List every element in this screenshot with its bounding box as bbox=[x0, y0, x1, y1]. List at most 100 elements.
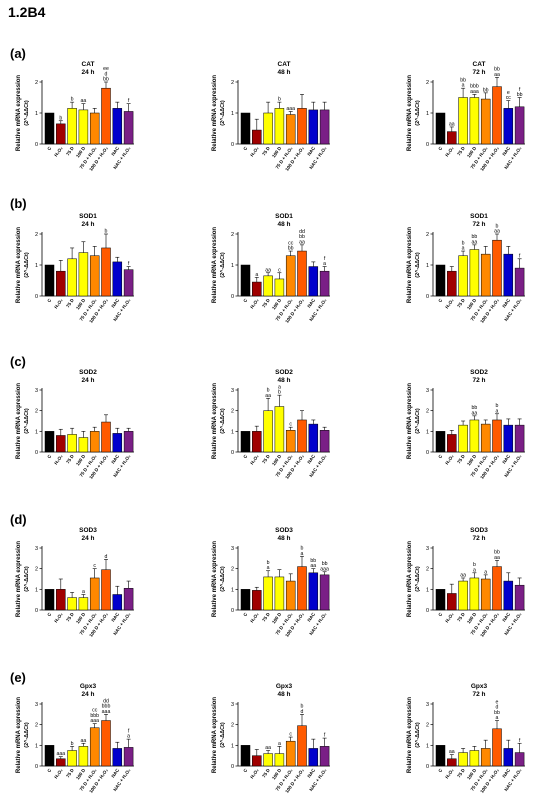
category-label-cat-72h-1: H₂O₂ bbox=[444, 146, 454, 158]
bar-sod2-24h-2 bbox=[67, 434, 77, 453]
bar-cat-24h-7 bbox=[123, 111, 134, 145]
sig-label-gpx3-24h-2: b bbox=[71, 741, 74, 747]
bar-sod2-48h-0 bbox=[240, 431, 251, 453]
category-label-cat-24h-0: C bbox=[46, 145, 52, 151]
sig-label-cat-72h-1: aa bbox=[449, 121, 455, 127]
sig-label-gpx3-72h-7: f bbox=[519, 738, 521, 744]
sig-label-sod2-72h-3: aa bbox=[472, 410, 478, 416]
ylabel-sod3-72h: Relative mRNA expression bbox=[407, 541, 413, 617]
sig-label-sod3-24h-4: c bbox=[93, 563, 96, 569]
bar-sod3-24h-0 bbox=[44, 589, 55, 611]
y-tick-label-sod2-24h: 3 bbox=[35, 388, 38, 394]
sig-label-cat-24h-7: f bbox=[128, 98, 130, 104]
y-tick-label-sod3-72h: 1 bbox=[426, 587, 429, 593]
sig-label-sod2-72h-5: b bbox=[496, 403, 499, 409]
bar-cat-48h-0 bbox=[240, 112, 251, 145]
category-label-sod1-48h-2: 75 D bbox=[261, 297, 271, 308]
bar-sod1-24h-2 bbox=[67, 258, 77, 297]
bar-sod3-72h-3 bbox=[469, 577, 480, 611]
bar-sod2-24h-5 bbox=[101, 421, 111, 453]
bar-gpx3-72h-4 bbox=[480, 748, 491, 767]
bar-sod1-72h-0 bbox=[435, 264, 446, 297]
sig-label-cat-48h-3: b bbox=[278, 97, 281, 103]
category-label-sod2-24h-2: 75 D bbox=[65, 453, 75, 464]
category-label-cat-72h-6: NAC bbox=[501, 145, 511, 157]
sig-label-gpx3-48h-3: a bbox=[278, 741, 281, 747]
sig-label-cat-24h-1: b bbox=[59, 115, 62, 121]
bar-cat-48h-6 bbox=[308, 109, 319, 145]
bar-sod1-72h-5 bbox=[492, 239, 502, 297]
chart-title-sod3-72h: SOD3 bbox=[470, 527, 488, 534]
bar-gpx3-48h-3 bbox=[274, 753, 285, 767]
ylabel-sub-sod2-48h: (2^-ΔΔCt) bbox=[220, 408, 226, 434]
bar-gpx3-48h-0 bbox=[240, 745, 251, 767]
bar-cat-48h-2 bbox=[263, 112, 273, 145]
bar-cat-24h-3 bbox=[78, 109, 89, 145]
chart-time-gpx3-24h: 24 h bbox=[81, 691, 94, 698]
ylabel-sub-gpx3-24h: (2^-ΔΔCt) bbox=[24, 722, 30, 748]
bar-sod3-48h-5 bbox=[297, 566, 307, 611]
category-label-cat-48h-0: C bbox=[242, 145, 248, 151]
sig-label-sod1-48h-7: f bbox=[324, 256, 326, 262]
category-label-sod2-72h-0: C bbox=[437, 453, 443, 459]
category-label-sod2-72h-6: NAC bbox=[501, 453, 511, 465]
row-label-d: (d) bbox=[10, 512, 27, 527]
category-label-gpx3-72h-6: NAC bbox=[501, 767, 511, 779]
chart-title-sod1-72h: SOD1 bbox=[470, 213, 488, 220]
category-label-gpx3-72h-1: H₂O₂ bbox=[444, 768, 454, 780]
y-tick-label-sod3-72h: 0 bbox=[426, 608, 429, 614]
category-label-cat-48h-6: NAC bbox=[306, 145, 316, 157]
sig-label-sod3-72h-3: a bbox=[473, 567, 476, 573]
bar-sod1-24h-5 bbox=[101, 247, 111, 297]
sig-label-sod3-48h-6: aa bbox=[310, 563, 316, 569]
chart-title-sod1-24h: SOD1 bbox=[79, 213, 97, 220]
y-tick-label-sod1-24h: 0 bbox=[35, 294, 38, 300]
y-tick-label-gpx3-72h: 0 bbox=[426, 764, 429, 770]
bar-sod1-72h-2 bbox=[458, 255, 468, 297]
sig-label-cat-72h-5: aa bbox=[494, 72, 500, 78]
category-label-sod2-72h-2: 75 D bbox=[456, 453, 466, 464]
sig-label-sod3-72h-5: bb bbox=[494, 550, 500, 556]
bar-gpx3-48h-7 bbox=[319, 746, 330, 767]
sig-label-sod3-48h-5: b bbox=[301, 546, 304, 552]
bar-cat-24h-2 bbox=[67, 108, 77, 145]
row-label-b: (b) bbox=[10, 196, 27, 211]
y-tick-label-cat-24h: 1 bbox=[35, 111, 38, 117]
y-tick-label-sod2-72h: 0 bbox=[426, 450, 429, 456]
category-label-sod3-48h-0: C bbox=[242, 611, 248, 617]
category-label-sod3-24h-0: C bbox=[46, 611, 52, 617]
sig-label-gpx3-72h-5: bb bbox=[494, 710, 500, 716]
sig-label-sod1-48h-5: aa bbox=[299, 239, 305, 245]
bar-sod3-24h-4 bbox=[89, 577, 100, 611]
bar-sod1-48h-4 bbox=[285, 255, 296, 297]
sig-label-gpx3-48h-4: c bbox=[289, 732, 292, 738]
bar-sod3-72h-5 bbox=[492, 566, 502, 611]
bar-sod3-24h-5 bbox=[101, 569, 111, 611]
bar-sod2-48h-7 bbox=[319, 430, 330, 453]
category-label-sod3-48h-2: 75 D bbox=[261, 611, 271, 622]
bar-sod3-72h-7 bbox=[514, 584, 525, 611]
category-label-gpx3-48h-2: 75 D bbox=[261, 767, 271, 778]
category-label-sod3-72h-1: H₂O₂ bbox=[444, 612, 454, 624]
sig-label-sod3-24h-5: d bbox=[105, 554, 108, 560]
bar-sod2-24h-0 bbox=[44, 431, 55, 453]
ylabel-sub-cat-72h: (2^-ΔΔCt) bbox=[415, 100, 421, 126]
sig-label-gpx3-24h-5: aaa bbox=[102, 709, 111, 715]
sig-label-sod1-72h-2: b bbox=[462, 240, 465, 246]
ylabel-sub-sod1-48h: (2^-ΔΔCt) bbox=[220, 252, 226, 278]
chart-time-cat-48h: 48 h bbox=[277, 69, 290, 76]
sig-label-sod3-72h-5: aa bbox=[494, 555, 500, 561]
chart-title-sod3-24h: SOD3 bbox=[79, 527, 97, 534]
bar-cat-72h-5 bbox=[492, 86, 502, 145]
bar-sod3-24h-1 bbox=[56, 589, 66, 611]
bar-sod1-72h-3 bbox=[469, 249, 480, 297]
y-tick-label-sod1-48h: 1 bbox=[231, 263, 234, 269]
sig-label-sod1-72h-3: bb bbox=[472, 234, 478, 240]
bar-sod3-48h-1 bbox=[252, 590, 262, 611]
sig-label-sod3-48h-7: aaa bbox=[320, 566, 329, 572]
bar-gpx3-72h-6 bbox=[503, 748, 514, 767]
y-tick-label-sod2-48h: 2 bbox=[231, 409, 234, 415]
ylabel-sub-gpx3-48h: (2^-ΔΔCt) bbox=[220, 722, 226, 748]
bar-sod2-72h-4 bbox=[480, 423, 491, 453]
y-tick-label-cat-24h: 0 bbox=[35, 142, 38, 148]
